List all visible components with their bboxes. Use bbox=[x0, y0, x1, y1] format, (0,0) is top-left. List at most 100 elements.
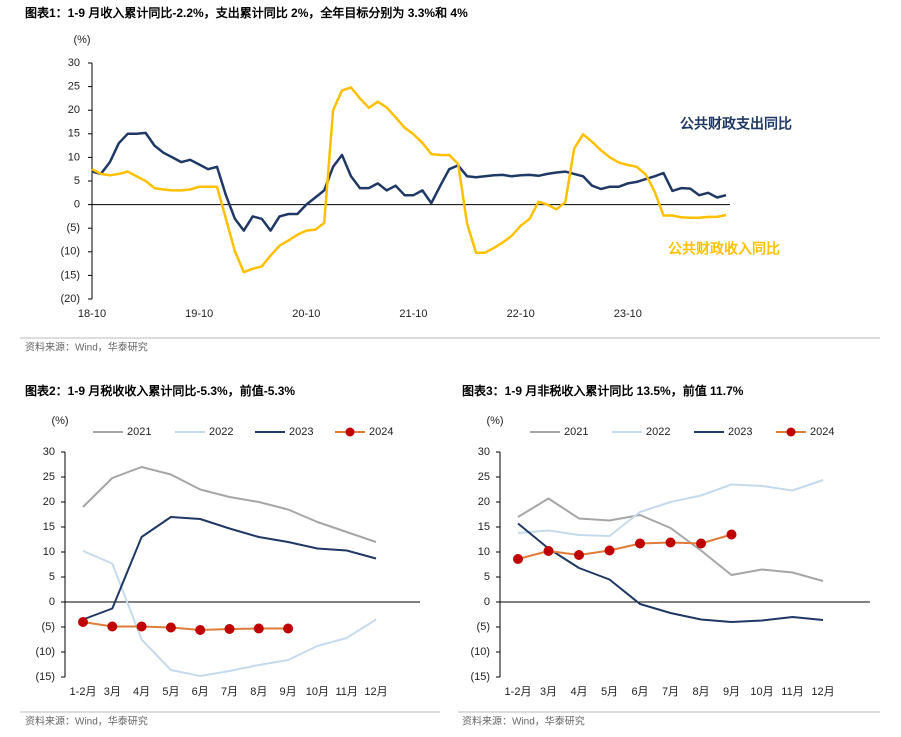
series-marker bbox=[543, 546, 554, 556]
y-tick-label: (15) bbox=[470, 671, 490, 683]
y-tick-label: (5) bbox=[67, 222, 80, 234]
series-marker bbox=[726, 529, 737, 540]
y-tick-label: (10) bbox=[35, 646, 55, 658]
y-tick-label: (15) bbox=[60, 269, 80, 281]
series-marker bbox=[165, 622, 176, 633]
chart-title: 图表2：1-9 月税收收入累计同比-5.3%，前值-5.3% bbox=[25, 383, 295, 398]
series-line bbox=[517, 497, 824, 582]
y-tick-label: 20 bbox=[478, 496, 490, 508]
x-tick-label: 9月 bbox=[723, 686, 740, 698]
y-tick-label: 30 bbox=[478, 446, 490, 458]
series-line bbox=[82, 550, 377, 677]
x-tick-label: 3月 bbox=[540, 686, 557, 698]
y-tick-label: 5 bbox=[484, 571, 490, 583]
x-tick-label: 19-10 bbox=[185, 308, 213, 320]
series-marker bbox=[78, 617, 88, 627]
x-tick-label: 21-10 bbox=[399, 308, 427, 320]
y-tick-label: (5) bbox=[42, 621, 55, 633]
legend-label: 2023 bbox=[289, 426, 313, 438]
y-tick-label: 0 bbox=[74, 199, 80, 211]
x-tick-label: 11月 bbox=[781, 686, 803, 698]
x-tick-label: 7月 bbox=[662, 686, 679, 698]
y-axis-label: (%) bbox=[486, 415, 503, 427]
y-tick-label: (10) bbox=[60, 246, 80, 258]
chart-title: 图表1：1-9 月收入累计同比-2.2%，支出累计同比 2%，全年目标分别为 3… bbox=[25, 5, 468, 20]
series-marker bbox=[107, 621, 118, 632]
x-tick-label: 8月 bbox=[692, 686, 709, 698]
series-marker bbox=[283, 623, 294, 634]
legend-marker bbox=[345, 427, 355, 437]
series-marker bbox=[253, 623, 264, 634]
series-marker bbox=[224, 624, 235, 634]
y-tick-label: 30 bbox=[43, 446, 55, 458]
y-tick-label: 15 bbox=[478, 521, 490, 533]
series-label: 公共财政支出同比 bbox=[680, 116, 792, 132]
series-marker bbox=[136, 621, 147, 632]
x-tick-label: 12月 bbox=[364, 686, 387, 698]
x-tick-label: 11月 bbox=[335, 686, 357, 698]
source-note: 资料来源：Wind，华泰研究 bbox=[25, 341, 148, 354]
legend-label: 2022 bbox=[209, 426, 233, 438]
series-line bbox=[82, 516, 377, 621]
series-marker bbox=[574, 550, 584, 560]
series-marker bbox=[604, 545, 615, 556]
legend-label: 2022 bbox=[646, 426, 670, 438]
y-tick-label: (20) bbox=[60, 293, 80, 305]
x-tick-label: 6月 bbox=[192, 686, 209, 698]
x-tick-label: 10月 bbox=[306, 686, 329, 698]
y-tick-label: 5 bbox=[49, 571, 55, 583]
y-tick-label: 20 bbox=[43, 496, 55, 508]
legend-marker bbox=[786, 427, 796, 437]
y-tick-label: 25 bbox=[478, 471, 490, 483]
y-tick-label: 5 bbox=[74, 175, 80, 187]
y-tick-label: 15 bbox=[68, 128, 80, 140]
y-tick-label: 25 bbox=[68, 81, 80, 93]
y-tick-label: 15 bbox=[43, 521, 55, 533]
y-tick-label: 20 bbox=[68, 104, 80, 116]
series-label: 公共财政收入同比 bbox=[668, 241, 780, 257]
x-tick-label: 1-2月 bbox=[505, 686, 532, 698]
y-tick-label: 30 bbox=[68, 57, 80, 69]
x-tick-label: 5月 bbox=[162, 686, 179, 698]
chart-title: 图表3：1-9 月非税收入累计同比 13.5%，前值 11.7% bbox=[462, 383, 744, 398]
y-tick-label: (15) bbox=[35, 671, 55, 683]
series-line bbox=[91, 86, 727, 274]
source-note: 资料来源：Wind，华泰研究 bbox=[25, 715, 148, 728]
y-tick-label: 25 bbox=[43, 471, 55, 483]
y-tick-label: 10 bbox=[68, 151, 80, 163]
x-tick-label: 6月 bbox=[631, 686, 648, 698]
legend-label: 2024 bbox=[369, 426, 393, 438]
x-tick-label: 3月 bbox=[104, 686, 121, 698]
x-tick-label: 1-2月 bbox=[70, 686, 97, 698]
y-tick-label: 10 bbox=[478, 546, 490, 558]
x-tick-label: 7月 bbox=[221, 686, 238, 698]
y-axis-label: (%) bbox=[51, 415, 68, 427]
x-tick-label: 12月 bbox=[811, 686, 834, 698]
legend-label: 2024 bbox=[810, 426, 834, 438]
x-tick-label: 4月 bbox=[133, 686, 150, 698]
y-tick-label: 0 bbox=[49, 596, 55, 608]
x-tick-label: 18-10 bbox=[78, 308, 106, 320]
legend-label: 2021 bbox=[127, 426, 151, 438]
series-line bbox=[517, 522, 824, 623]
series-marker bbox=[696, 538, 706, 549]
y-axis-label: (%) bbox=[73, 34, 90, 46]
legend-label: 2023 bbox=[728, 426, 752, 438]
x-tick-label: 5月 bbox=[601, 686, 618, 698]
series-marker bbox=[665, 537, 676, 548]
source-note: 资料来源：Wind，华泰研究 bbox=[462, 715, 585, 728]
x-tick-label: 20-10 bbox=[292, 308, 320, 320]
y-tick-label: 10 bbox=[43, 546, 55, 558]
series-marker bbox=[635, 538, 645, 549]
x-tick-label: 9月 bbox=[280, 686, 297, 698]
y-tick-label: (5) bbox=[477, 621, 490, 633]
x-tick-label: 8月 bbox=[250, 686, 267, 698]
series-line bbox=[517, 533, 732, 560]
x-tick-label: 22-10 bbox=[507, 308, 535, 320]
x-tick-label: 23-10 bbox=[614, 308, 642, 320]
series-line bbox=[517, 479, 824, 537]
series-line bbox=[82, 466, 377, 543]
series-marker bbox=[513, 554, 523, 564]
series-line bbox=[91, 131, 727, 232]
y-tick-label: 0 bbox=[484, 596, 490, 608]
